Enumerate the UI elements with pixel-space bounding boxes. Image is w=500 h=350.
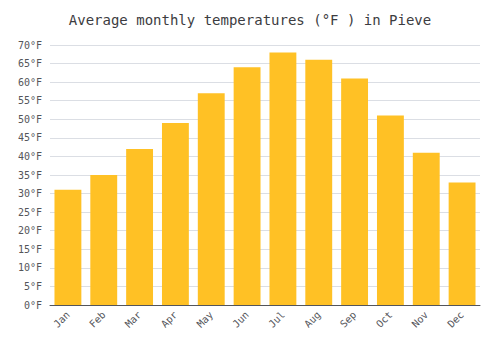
svg-text:50°F: 50°F: [18, 114, 42, 125]
svg-text:30°F: 30°F: [18, 188, 42, 199]
svg-text:Jan: Jan: [51, 309, 72, 330]
svg-text:Jun: Jun: [230, 309, 251, 330]
svg-text:Sep: Sep: [338, 309, 359, 330]
svg-text:Jul: Jul: [266, 309, 287, 330]
svg-text:May: May: [195, 309, 216, 330]
svg-text:0°F: 0°F: [24, 300, 42, 311]
svg-text:65°F: 65°F: [18, 58, 42, 69]
svg-text:70°F: 70°F: [18, 40, 42, 51]
svg-text:55°F: 55°F: [18, 95, 42, 106]
svg-text:35°F: 35°F: [18, 170, 42, 181]
svg-text:Mar: Mar: [123, 309, 144, 330]
svg-text:45°F: 45°F: [18, 132, 42, 143]
svg-text:Feb: Feb: [87, 309, 108, 330]
svg-text:20°F: 20°F: [18, 225, 42, 236]
svg-text:Average monthly temperatures (: Average monthly temperatures (°F ) in Pi…: [69, 12, 431, 28]
svg-text:Apr: Apr: [159, 309, 180, 330]
svg-text:Dec: Dec: [445, 309, 466, 330]
svg-text:Aug: Aug: [302, 309, 323, 330]
svg-text:Oct: Oct: [374, 309, 395, 330]
svg-text:25°F: 25°F: [18, 207, 42, 218]
svg-text:40°F: 40°F: [18, 151, 42, 162]
svg-text:15°F: 15°F: [18, 244, 42, 255]
svg-text:60°F: 60°F: [18, 77, 42, 88]
svg-text:5°F: 5°F: [24, 281, 42, 292]
svg-text:10°F: 10°F: [18, 262, 42, 273]
svg-text:Nov: Nov: [410, 309, 431, 330]
